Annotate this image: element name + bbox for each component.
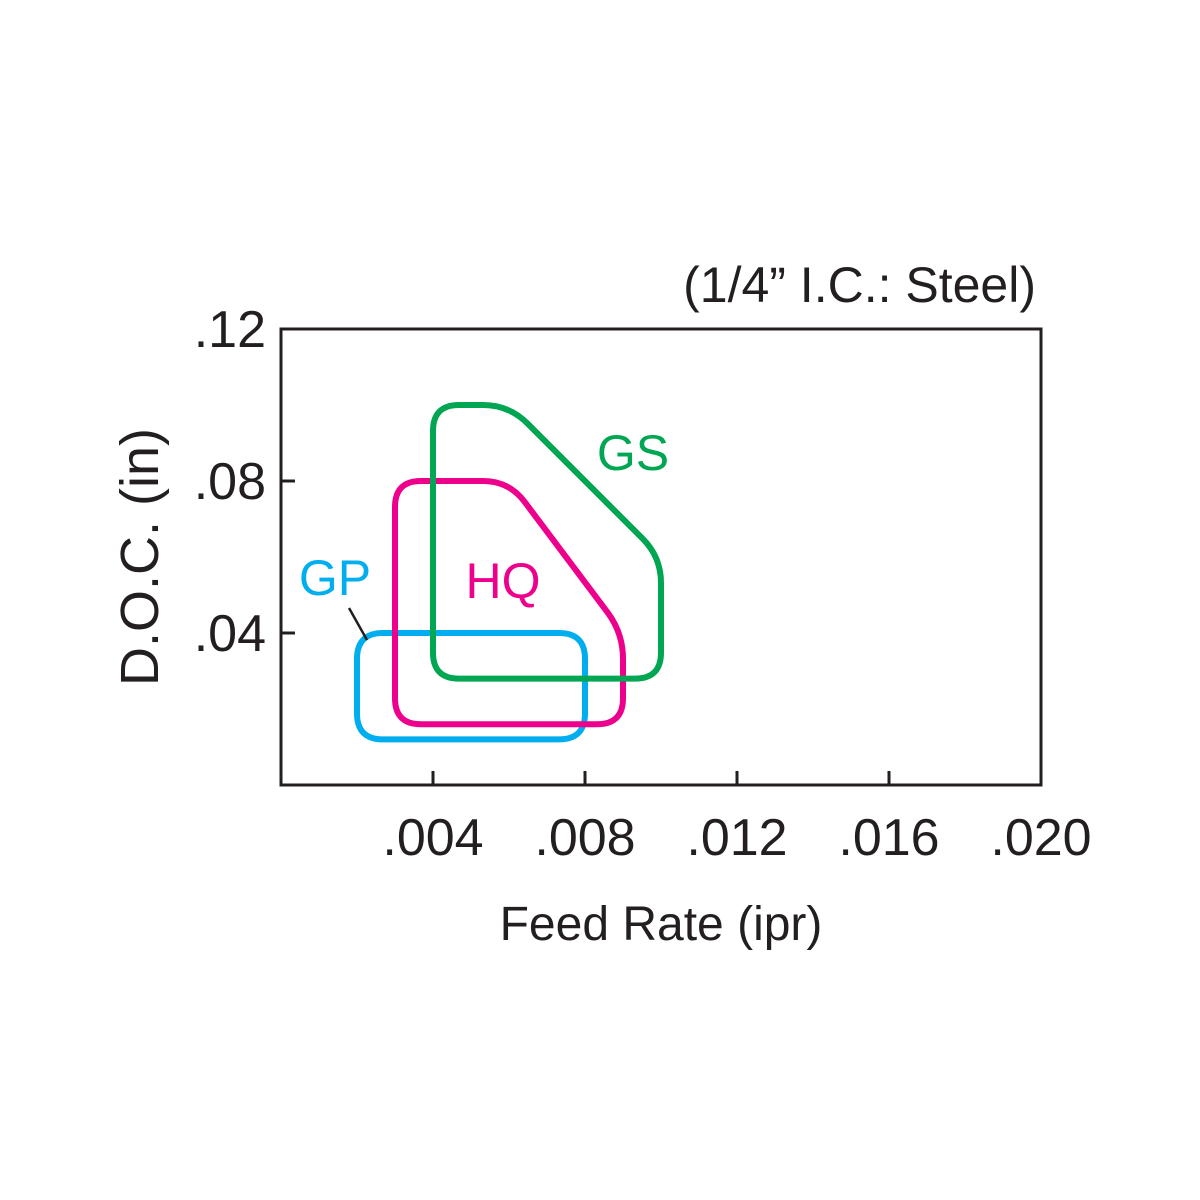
x-tick-label: .020	[990, 809, 1091, 867]
x-axis-ticks: .004 .008 .012 .016 .020	[382, 771, 1092, 867]
y-axis-title: D.O.C. (in)	[110, 428, 170, 686]
plot-frame	[279, 327, 1043, 787]
region-label-hq: HQ	[466, 553, 541, 609]
y-tick-label: .04	[194, 605, 266, 663]
region-hq	[392, 478, 626, 728]
x-tick-label: .008	[534, 809, 635, 867]
regions: GP HQ GS	[299, 402, 669, 743]
y-tick-label: .08	[194, 453, 266, 511]
region-label-gs: GS	[597, 425, 669, 481]
y-tick-label: .12	[194, 301, 266, 359]
gp-leader-line	[347, 607, 369, 641]
x-tick-label: .004	[382, 809, 483, 867]
x-axis-title: Feed Rate (ipr)	[500, 898, 823, 951]
region-label-gp: GP	[299, 550, 371, 606]
x-tick-label: .012	[686, 809, 787, 867]
x-tick-label: .016	[838, 809, 939, 867]
y-axis-ticks: .04 .08 .12	[194, 301, 295, 663]
region-gs	[430, 402, 664, 682]
chart-title: (1/4” I.C.: Steel)	[683, 257, 1036, 313]
region-gp	[354, 630, 588, 743]
